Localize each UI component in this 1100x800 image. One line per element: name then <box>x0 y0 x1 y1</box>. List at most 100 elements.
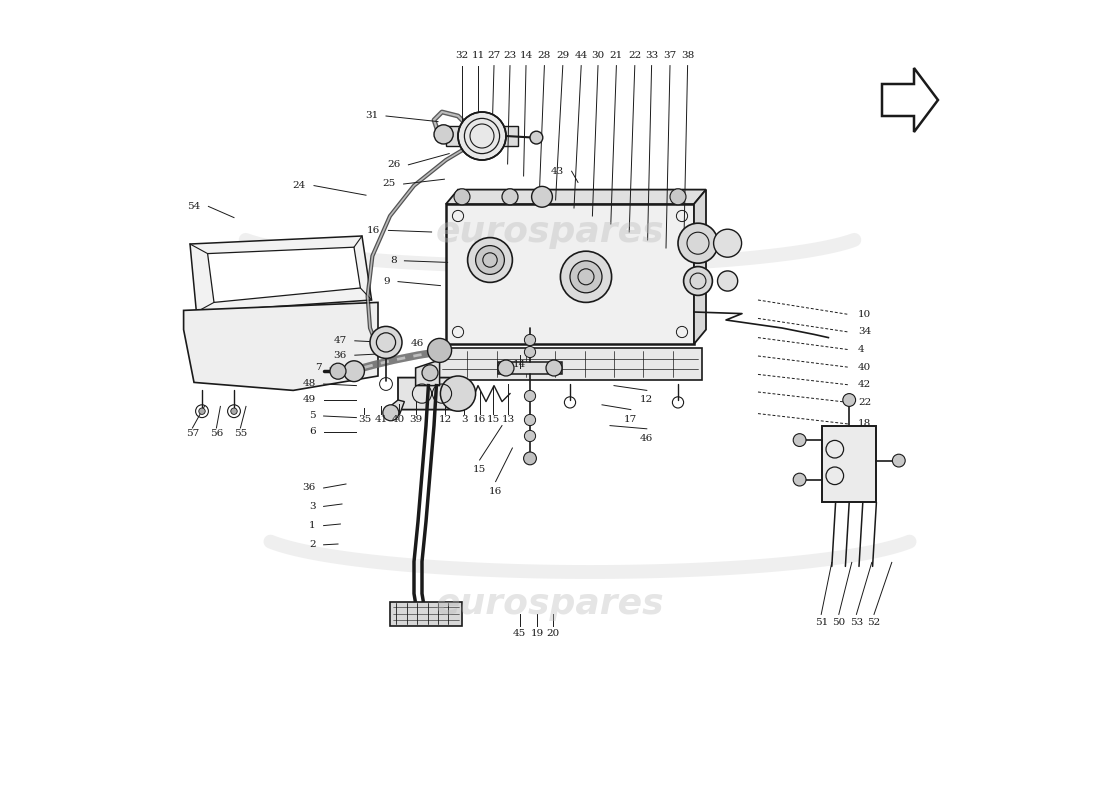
Text: 28: 28 <box>538 51 551 61</box>
Text: 43: 43 <box>550 166 563 176</box>
Text: eurospares: eurospares <box>436 587 664 621</box>
Text: 56: 56 <box>210 429 223 438</box>
Polygon shape <box>438 348 702 380</box>
Polygon shape <box>446 190 706 204</box>
Circle shape <box>383 405 399 421</box>
Text: 36: 36 <box>302 483 316 493</box>
Polygon shape <box>498 362 562 374</box>
Polygon shape <box>208 247 361 302</box>
Text: 52: 52 <box>868 618 881 627</box>
Text: 19: 19 <box>530 629 543 638</box>
Polygon shape <box>446 204 694 344</box>
Text: 46: 46 <box>640 434 653 443</box>
Circle shape <box>502 189 518 205</box>
Text: 17: 17 <box>624 414 637 424</box>
Text: 6: 6 <box>309 427 316 437</box>
Text: 47: 47 <box>333 336 346 346</box>
Text: 15: 15 <box>486 415 499 425</box>
Circle shape <box>434 125 453 144</box>
Circle shape <box>428 338 452 362</box>
Polygon shape <box>822 426 877 502</box>
Text: 22: 22 <box>858 398 871 407</box>
Text: 12: 12 <box>640 395 653 405</box>
Circle shape <box>343 361 364 382</box>
Text: 23: 23 <box>504 51 517 61</box>
Circle shape <box>793 434 806 446</box>
Text: 7: 7 <box>316 363 322 373</box>
Circle shape <box>560 251 612 302</box>
Text: 54: 54 <box>187 202 200 211</box>
Text: 46: 46 <box>410 338 424 348</box>
Text: 16: 16 <box>367 226 381 235</box>
Circle shape <box>458 112 506 160</box>
Text: 38: 38 <box>681 51 694 61</box>
Text: 45: 45 <box>513 629 526 638</box>
Text: 40: 40 <box>858 362 871 372</box>
Text: 20: 20 <box>547 629 560 638</box>
Text: 10: 10 <box>858 310 871 319</box>
Circle shape <box>717 271 738 291</box>
Text: 4: 4 <box>858 345 865 354</box>
Text: 32: 32 <box>455 51 469 61</box>
Polygon shape <box>384 400 405 419</box>
Circle shape <box>570 261 602 293</box>
Text: 25: 25 <box>383 179 396 189</box>
Text: 31: 31 <box>365 111 378 121</box>
Circle shape <box>370 326 402 358</box>
Text: 18: 18 <box>858 419 871 429</box>
Circle shape <box>525 334 536 346</box>
Circle shape <box>199 408 206 414</box>
Text: 40: 40 <box>393 415 406 425</box>
Circle shape <box>468 238 513 282</box>
Text: 48: 48 <box>302 379 316 389</box>
Text: 49: 49 <box>302 395 316 405</box>
Text: 26: 26 <box>387 160 400 170</box>
Polygon shape <box>390 602 462 626</box>
Text: eurospares: eurospares <box>436 215 664 249</box>
Text: 57: 57 <box>186 429 199 438</box>
Text: 30: 30 <box>592 51 605 61</box>
Circle shape <box>683 266 713 295</box>
Circle shape <box>714 230 741 258</box>
Text: 34: 34 <box>858 327 871 337</box>
Text: 14: 14 <box>513 360 526 370</box>
Circle shape <box>330 363 346 379</box>
Text: 1: 1 <box>309 521 316 530</box>
Text: 16: 16 <box>473 415 486 425</box>
Text: 41: 41 <box>375 415 388 425</box>
Text: 15: 15 <box>473 465 486 474</box>
Text: 11: 11 <box>472 51 485 61</box>
Circle shape <box>670 189 686 205</box>
Circle shape <box>422 365 438 381</box>
Text: 42: 42 <box>858 380 871 390</box>
Circle shape <box>231 408 238 414</box>
Text: 29: 29 <box>557 51 570 61</box>
Text: 33: 33 <box>645 51 658 61</box>
Text: 12: 12 <box>439 415 452 425</box>
Circle shape <box>531 186 552 207</box>
Text: 22: 22 <box>628 51 641 61</box>
Circle shape <box>524 452 537 465</box>
Text: 27: 27 <box>487 51 500 61</box>
Text: 8: 8 <box>389 256 396 266</box>
Text: 36: 36 <box>333 350 346 360</box>
Text: 55: 55 <box>234 429 248 438</box>
Text: 3: 3 <box>309 502 316 511</box>
Text: 9: 9 <box>384 277 390 286</box>
Circle shape <box>454 189 470 205</box>
Circle shape <box>440 376 475 411</box>
Text: 51: 51 <box>815 618 828 627</box>
Polygon shape <box>694 190 706 344</box>
Polygon shape <box>398 378 462 410</box>
Circle shape <box>525 430 536 442</box>
Circle shape <box>525 390 536 402</box>
Circle shape <box>475 246 505 274</box>
Circle shape <box>546 360 562 376</box>
Text: 53: 53 <box>850 618 864 627</box>
Circle shape <box>530 131 542 144</box>
Circle shape <box>498 360 514 376</box>
Text: 13: 13 <box>502 415 515 425</box>
Text: 50: 50 <box>833 618 846 627</box>
Polygon shape <box>416 360 440 386</box>
Text: 37: 37 <box>663 51 676 61</box>
